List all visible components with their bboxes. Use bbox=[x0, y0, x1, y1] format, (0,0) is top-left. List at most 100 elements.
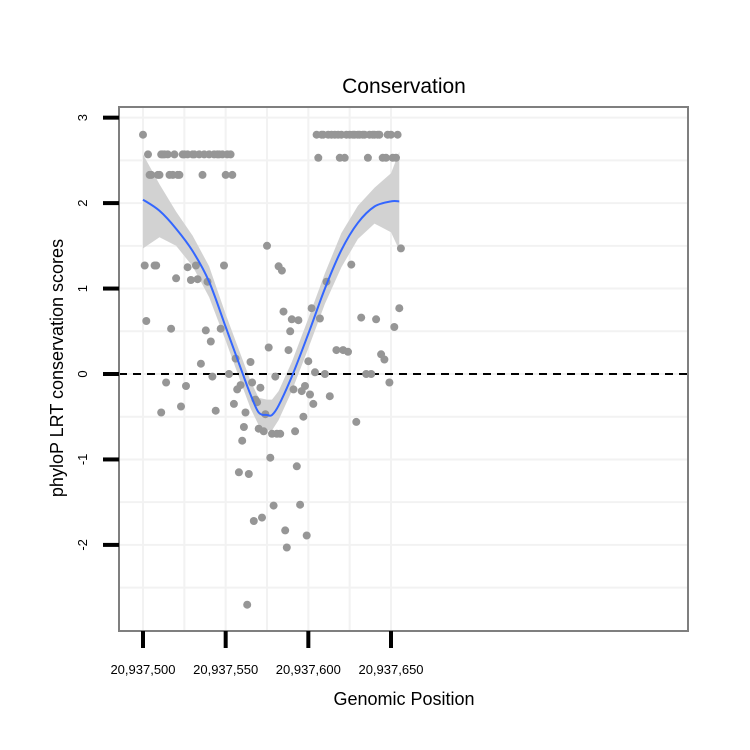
chart-title: Conservation bbox=[342, 75, 466, 98]
data-point bbox=[228, 170, 237, 179]
panel-border bbox=[118, 106, 689, 632]
y-tick-label: 0 bbox=[75, 370, 90, 377]
data-point bbox=[382, 153, 390, 162]
data-point bbox=[144, 150, 152, 159]
data-point bbox=[286, 327, 295, 336]
data-point bbox=[206, 337, 215, 346]
data-point bbox=[396, 244, 405, 253]
data-point bbox=[249, 517, 258, 525]
y-tick-label: 3 bbox=[75, 114, 90, 121]
data-point bbox=[208, 372, 217, 381]
data-point bbox=[340, 153, 349, 162]
data-point bbox=[271, 372, 280, 381]
data-point bbox=[241, 408, 250, 417]
data-point bbox=[393, 130, 402, 139]
data-point bbox=[248, 378, 257, 387]
data-point bbox=[238, 436, 247, 445]
x-tick-label: 20,937,550 bbox=[193, 662, 258, 677]
y-tick-label: -2 bbox=[75, 539, 90, 551]
data-point bbox=[170, 150, 179, 159]
data-point bbox=[380, 355, 389, 364]
data-point bbox=[344, 347, 352, 356]
data-point bbox=[281, 526, 290, 535]
data-point bbox=[167, 324, 176, 333]
data-point bbox=[284, 346, 293, 355]
data-point bbox=[139, 130, 147, 139]
data-point bbox=[163, 150, 172, 159]
x-tick-label: 20,937,500 bbox=[110, 662, 175, 677]
data-point bbox=[279, 307, 288, 316]
data-point bbox=[201, 326, 210, 335]
data-point bbox=[269, 501, 278, 510]
data-point bbox=[162, 378, 171, 387]
data-point bbox=[152, 261, 161, 270]
data-point bbox=[352, 417, 361, 426]
data-point bbox=[220, 261, 228, 270]
data-point bbox=[244, 470, 253, 478]
data-point bbox=[387, 130, 395, 139]
data-point bbox=[302, 531, 311, 540]
data-point bbox=[291, 427, 300, 436]
data-point bbox=[263, 241, 271, 250]
data-point bbox=[392, 153, 400, 162]
data-point bbox=[221, 170, 230, 179]
data-point bbox=[177, 402, 185, 411]
data-point bbox=[314, 153, 323, 162]
y-axis-title: phyloP LRT conservation scores bbox=[47, 239, 67, 497]
data-point bbox=[229, 399, 238, 408]
data-point bbox=[182, 382, 190, 390]
x-axis: 20,937,500 20,937,550 20,937,600 20,937,650 bbox=[110, 631, 424, 677]
y-axis: -2 -1 0 1 2 3 bbox=[75, 114, 119, 551]
data-point bbox=[311, 368, 319, 377]
data-point bbox=[259, 427, 268, 436]
data-point bbox=[236, 381, 245, 390]
data-point bbox=[155, 170, 164, 179]
data-point bbox=[258, 513, 266, 522]
data-point bbox=[296, 500, 305, 509]
data-point bbox=[239, 423, 248, 431]
plot-panel bbox=[118, 106, 689, 632]
data-point bbox=[193, 275, 202, 284]
data-points bbox=[139, 130, 405, 609]
data-point bbox=[211, 406, 220, 415]
x-axis-title: Genomic Position bbox=[333, 689, 474, 709]
y-tick-label: 1 bbox=[75, 285, 90, 292]
data-point bbox=[246, 358, 255, 366]
data-point bbox=[309, 399, 318, 408]
data-point bbox=[264, 343, 273, 352]
data-point bbox=[375, 130, 384, 139]
x-tick-label: 20,937,650 bbox=[358, 662, 423, 677]
data-point bbox=[390, 323, 399, 331]
data-point bbox=[256, 383, 265, 392]
y-tick-label: -1 bbox=[75, 454, 90, 466]
data-point bbox=[243, 600, 252, 609]
data-point bbox=[147, 170, 156, 179]
panel-background bbox=[119, 107, 688, 631]
data-point bbox=[266, 453, 275, 462]
data-point bbox=[282, 543, 291, 552]
x-tick-label: 20,937,600 bbox=[276, 662, 341, 677]
data-point bbox=[142, 317, 151, 325]
data-point bbox=[385, 378, 394, 387]
data-point bbox=[226, 150, 235, 159]
data-point bbox=[315, 314, 324, 323]
data-point bbox=[294, 316, 303, 325]
data-point bbox=[172, 274, 181, 283]
data-point bbox=[225, 370, 233, 378]
data-point bbox=[299, 412, 308, 421]
data-point bbox=[332, 346, 341, 355]
data-point bbox=[196, 359, 205, 368]
data-point bbox=[216, 324, 225, 333]
y-tick-label: 2 bbox=[75, 199, 90, 206]
data-point bbox=[325, 392, 334, 401]
data-point bbox=[157, 408, 166, 417]
data-point bbox=[186, 276, 195, 284]
data-point bbox=[183, 263, 192, 272]
data-point bbox=[320, 370, 329, 378]
data-point bbox=[301, 382, 309, 390]
data-point bbox=[363, 153, 372, 162]
data-point bbox=[234, 468, 243, 477]
smooth-trend-line bbox=[142, 198, 400, 417]
data-point bbox=[191, 261, 200, 270]
